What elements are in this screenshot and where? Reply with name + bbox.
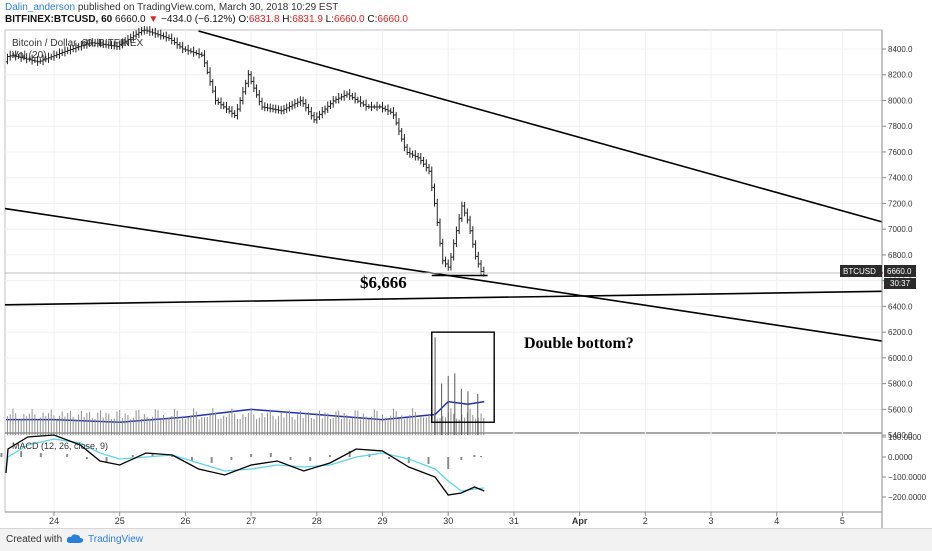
macd-tick-label: −100.0000 <box>888 473 927 482</box>
price-tick-label: 5800.0 <box>888 380 913 389</box>
macd-histogram-bar <box>309 457 312 461</box>
double-bottom-label: Double bottom? <box>524 335 634 352</box>
tradingview-cloud-icon <box>66 534 84 543</box>
time-tick-label: 2 <box>643 516 648 526</box>
macd-histogram-bar <box>460 457 463 460</box>
close-label: C: <box>367 14 378 25</box>
publish-info: published on TradingView.com, March 30, … <box>77 2 339 13</box>
publish-line: Dalin_anderson published on TradingView.… <box>5 2 338 13</box>
macd-histogram-bar <box>473 455 476 457</box>
time-tick-label: 5 <box>840 516 845 526</box>
macd-histogram-bar <box>289 457 292 460</box>
close-value: 6660.0 <box>377 14 408 25</box>
macd-histogram-bar <box>190 457 193 461</box>
high-value: 6831.9 <box>292 14 323 25</box>
time-tick-label: 3 <box>708 516 713 526</box>
macd-histogram-bar <box>427 457 430 464</box>
price-tick-label: 6800.0 <box>888 251 913 260</box>
price-tick-label: 6200.0 <box>888 328 913 337</box>
time-tick-label: Apr <box>572 516 588 526</box>
macd-histogram-bar <box>230 457 233 460</box>
price-chart[interactable]: 8400.0 8200.0 8000.0 7800.0 7600.0 7400.0 7200… <box>0 26 932 528</box>
price-tag: BTCUSD 6660.0 30:37 <box>840 265 916 289</box>
price-tick-label: 7000.0 <box>888 225 913 234</box>
price-tick-label: 8200.0 <box>888 71 913 80</box>
high-label: H: <box>282 14 293 25</box>
price-tick-label: 6000.0 <box>888 354 913 363</box>
macd-line <box>5 434 485 496</box>
macd-legend: MACD (12, 26, close, 9) <box>12 441 108 451</box>
author-link[interactable]: Dalin_anderson <box>5 2 76 13</box>
macd-histogram-bar <box>85 457 88 459</box>
price-tick-label: 8400.0 <box>888 45 913 54</box>
price-tick-label: 5400.0 <box>888 431 913 440</box>
price-tick-label: 7400.0 <box>888 174 913 183</box>
macd-histogram-bar <box>480 456 483 457</box>
macd-tick-label: 0.0000 <box>888 453 913 462</box>
trend-line <box>4 290 883 306</box>
symbol-line: BITFINEX:BTCUSD, 60 <box>5 14 113 25</box>
time-tick-label: 4 <box>774 516 779 526</box>
chart-header: Dalin_anderson published on TradingView.… <box>0 0 932 26</box>
macd-tick-label: 100.0000 <box>888 433 922 442</box>
price-tag-countdown: 30:37 <box>890 279 911 288</box>
time-tick-label: 27 <box>246 516 256 526</box>
macd-histogram-bar <box>0 453 3 457</box>
last-price: 6660.0 <box>115 14 146 25</box>
macd-histogram-bar <box>105 457 108 462</box>
time-tick-label: 31 <box>509 516 519 526</box>
macd-histogram-bar <box>250 454 253 457</box>
footer: Created with TradingView <box>0 528 932 551</box>
macd-histogram-bar <box>66 454 69 457</box>
down-arrow-icon: ▼ <box>148 14 159 25</box>
price-tag-value: 6660.0 <box>887 267 912 276</box>
time-tick-label: 26 <box>180 516 190 526</box>
macd-histogram-bar <box>407 457 410 463</box>
macd-histogram-bar <box>210 457 213 463</box>
macd-tick-label: −200.0000 <box>888 493 927 502</box>
macd-histogram-bar <box>447 457 450 469</box>
volume-legend: Vol (20) <box>12 50 46 61</box>
annotation-box <box>431 331 495 423</box>
price-level-label: $6,666 <box>360 273 407 292</box>
macd-histogram-bar <box>328 455 331 457</box>
time-tick-label: 25 <box>115 516 125 526</box>
footer-created: Created with <box>6 534 63 545</box>
price-tick-label: 6400.0 <box>888 302 913 311</box>
macd-histogram-bar <box>388 457 391 459</box>
price-tick-label: 8000.0 <box>888 96 913 105</box>
time-tick-label: 29 <box>377 516 387 526</box>
time-tick-label: 30 <box>443 516 453 526</box>
price-tick-label: 7800.0 <box>888 122 913 131</box>
price-tick-label: 7200.0 <box>888 199 913 208</box>
macd-histogram-bar <box>39 453 42 457</box>
price-tag-symbol: BTCUSD <box>843 267 876 276</box>
macd-histogram-bar <box>171 456 174 457</box>
low-label: L: <box>325 14 335 25</box>
low-value: 6660.0 <box>334 14 365 25</box>
trend-line <box>198 30 883 223</box>
ohlc-line: BITFINEX:BTCUSD, 60 6660.0 ▼ −434.0 (−6.… <box>5 14 408 25</box>
macd-histogram-bar <box>131 455 134 457</box>
open-value: 6831.8 <box>248 14 280 25</box>
price-tick-label: 5600.0 <box>888 405 913 414</box>
time-tick-label: 28 <box>312 516 322 526</box>
macd-histogram-bar <box>269 453 272 457</box>
open-label: O: <box>238 14 249 25</box>
chart-legend-title: Bitcoin / Dollar, 60, BITFINEX <box>12 38 143 49</box>
macd-histogram-bar <box>20 451 23 457</box>
price-tick-label: 7600.0 <box>888 148 913 157</box>
price-change: −434.0 (−6.12%) <box>161 14 236 25</box>
macd-histogram-bar <box>348 451 351 457</box>
tradingview-link[interactable]: TradingView <box>88 534 144 545</box>
time-tick-label: 24 <box>49 516 59 526</box>
macd-histogram-bar <box>151 454 154 457</box>
